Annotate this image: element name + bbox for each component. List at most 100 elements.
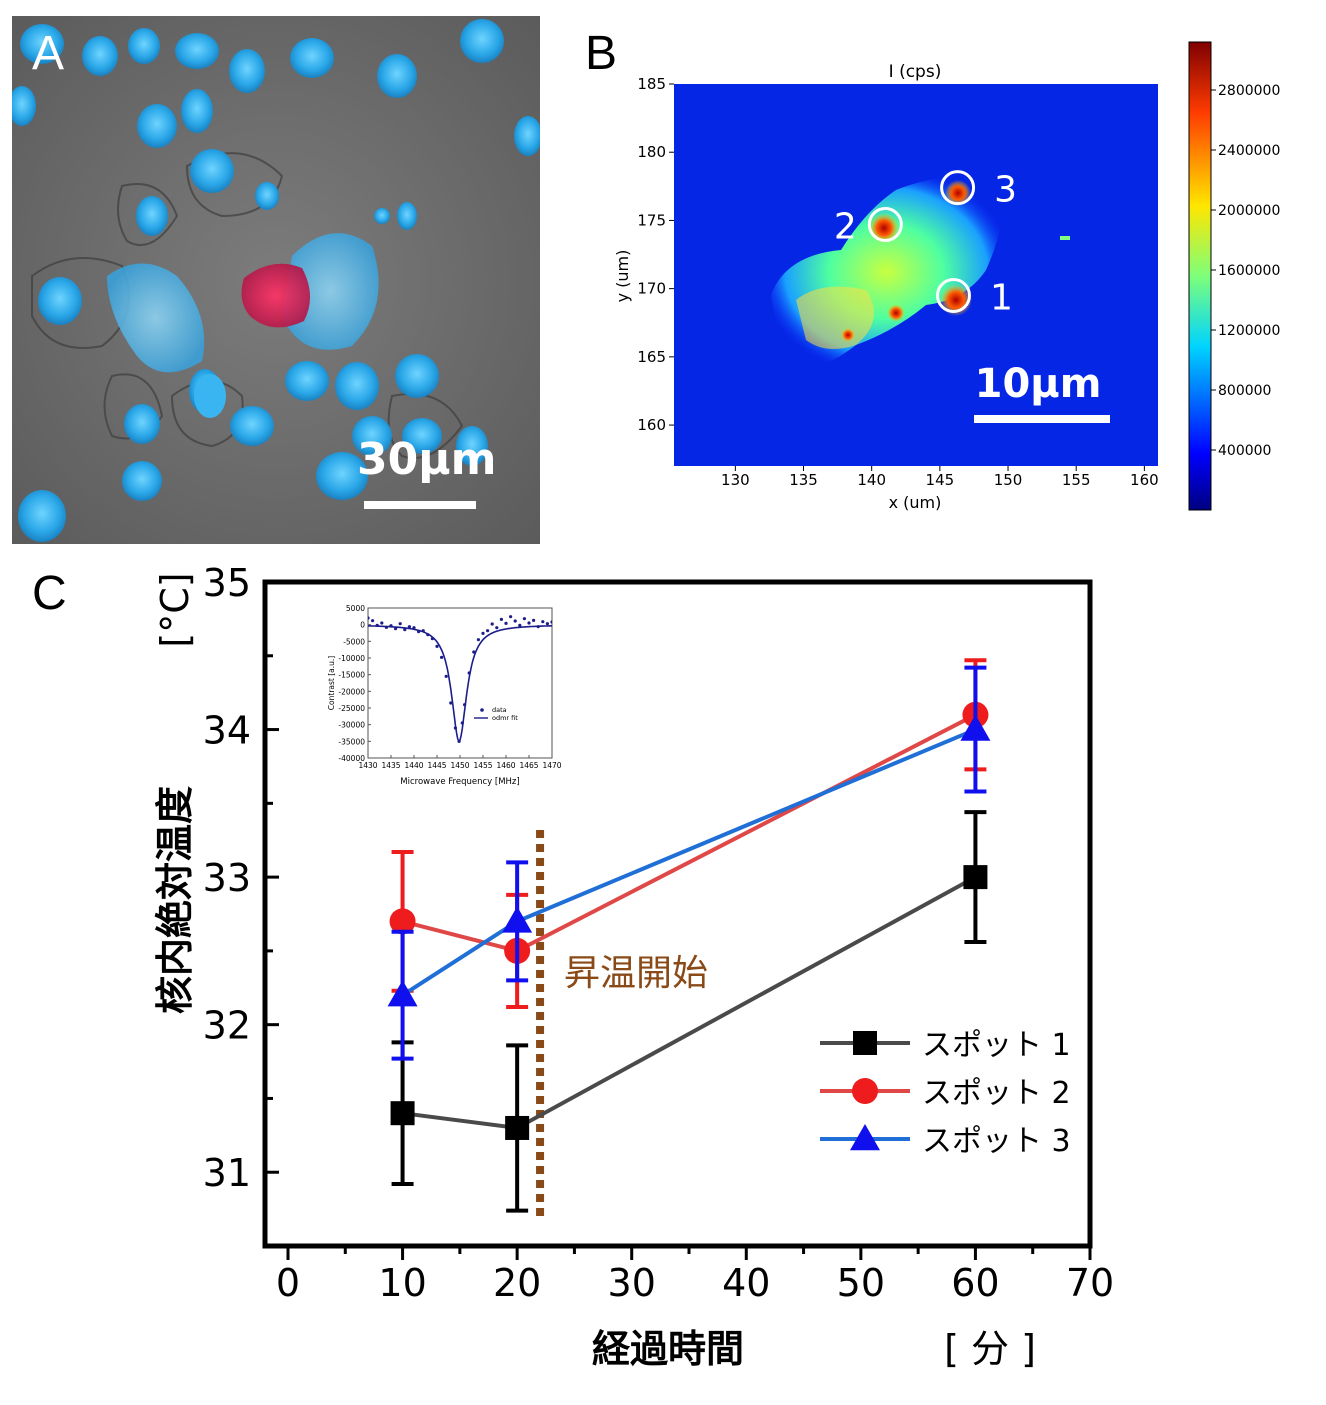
data-point [505,1115,530,1140]
inset-point [460,721,464,725]
inset-frame [367,607,553,759]
y-axis-ticks: 31 32 33 34 35 [203,561,279,1195]
inset-point [467,671,471,675]
odmr-inset: 1430 1435 1440 1445 1450 1455 1460 1465 1470 500… [327,604,562,787]
intensity-map-panel: I (cps) 130 135 140 145 150 155 160 1601651701… [613,41,1280,512]
spot-circle-1 [935,277,971,313]
inset-point [490,622,494,626]
data-point [502,906,533,933]
spot-circle-3 [940,170,976,206]
inset-y-tick-label: -25000 [338,704,365,713]
colorbar-ticks: 400000 800000 1200000 1600000 2000000 2400000… [1211,83,1280,459]
inset-y-tick-label: -40000 [338,754,365,763]
inset-x-tick-label: 1450 [450,761,469,770]
map-x-tick-label: 145 [926,471,955,489]
inset-point [444,674,448,678]
inset-x-tick-label: 1465 [519,761,538,770]
map-x-tick-label: 140 [857,471,886,489]
cell-heat-region [771,176,1070,367]
map-y-tick-label: 175 [637,211,666,229]
inset-point [513,619,517,623]
data-point [387,980,418,1007]
panel-letter-a: A [32,27,65,80]
spot-label-1: 1 [990,277,1013,318]
inset-point [371,619,375,623]
inset-point [389,624,393,628]
data-point [963,865,988,890]
inset-point [518,623,522,627]
map-x-tick-label: 130 [721,471,750,489]
colorbar-tick-label: 400000 [1218,443,1271,459]
scale-label-a: 30μm [357,434,497,485]
y-axis-unit: [°C] [153,572,197,647]
y-axis-label: 核内絶対温度 [153,786,197,1014]
inset-point [440,655,444,659]
scale-bar-b [974,415,1110,423]
panel-letter-c: C [32,567,67,620]
inset-point [426,633,430,637]
colorbar-tick-label: 800000 [1218,383,1271,399]
temperature-chart: 0 10 20 30 40 50 60 70 31 32 33 34 35 経過時間 [ 分 ] 核内… [153,561,1114,1371]
map-spot-markers: 1 2 3 [834,170,1017,319]
x-tick-label: 70 [1066,1261,1114,1305]
inset-point [403,628,407,632]
inset-point [541,620,545,624]
inset-y-tick-label: -10000 [338,654,365,663]
x-tick-label: 50 [837,1261,885,1305]
heating-start-label: 昇温開始 [564,953,708,994]
inset-point [449,701,453,705]
inset-point [412,626,416,630]
x-axis-ticks: 0 10 20 30 40 50 60 70 [276,1246,1114,1305]
inset-point [550,620,552,624]
inset-x-label: Microwave Frequency [MHz] [400,777,519,787]
inset-y-ticks: 5000 0 -5000 -10000 -15000 -20000 -25000 -30000… [338,604,371,763]
inset-point [545,622,550,626]
inset-point [532,618,536,622]
inset-y-tick-label: -15000 [338,671,365,680]
micrograph-drawing [12,16,540,544]
legend: スポット 1 スポット 2 スポット 3 [820,1028,1071,1159]
map-y-label: y (um) [613,250,632,303]
legend-label-1: スポット 1 [922,1028,1071,1063]
inset-point [476,638,480,642]
colorbar [1188,41,1212,511]
spot-label-3: 3 [994,170,1017,211]
inset-point [472,650,476,654]
colorbar-tick-label: 2800000 [1218,83,1280,99]
x-tick-label: 40 [722,1261,770,1305]
inset-y-tick-label: -35000 [338,737,365,746]
series-3 [387,665,991,1061]
x-tick-label: 30 [608,1261,656,1305]
legend-marker-2 [852,1078,878,1104]
spot-label-2: 2 [834,207,857,248]
inset-point [463,703,467,707]
inset-legend: data odmr fit [474,706,518,722]
inset-point [495,626,499,630]
inset-y-tick-label: 0 [360,621,365,630]
inset-legend-fit: odmr fit [492,714,518,722]
colorbar-tick-label: 2000000 [1218,203,1280,219]
map-x-tick-label: 160 [1130,471,1159,489]
inset-y-tick-label: -30000 [338,721,365,730]
x-axis-unit: [ 分 ] [944,1327,1036,1371]
inset-point [398,622,402,626]
colorbar-tick-label: 2400000 [1218,143,1280,159]
panel-letter-b: B [585,27,618,80]
map-y-tick-label: 160 [637,416,666,434]
inset-x-ticks: 1430 1435 1440 1445 1450 1455 1460 1465 1470 [358,755,562,770]
inset-point [407,625,411,629]
inset-point [384,625,388,629]
map-y-tick-label: 165 [637,348,666,366]
map-title: I (cps) [889,62,942,82]
x-tick-label: 20 [493,1261,541,1305]
legend-marker-1 [853,1031,877,1055]
inset-point [453,726,457,730]
y-tick-label: 34 [203,709,251,753]
inset-point [486,629,490,633]
inset-x-tick-label: 1460 [496,761,515,770]
series-1 [390,810,988,1213]
inset-point [421,629,425,633]
data-point [389,908,416,935]
y-tick-label: 31 [203,1151,251,1195]
inset-point [368,616,370,620]
